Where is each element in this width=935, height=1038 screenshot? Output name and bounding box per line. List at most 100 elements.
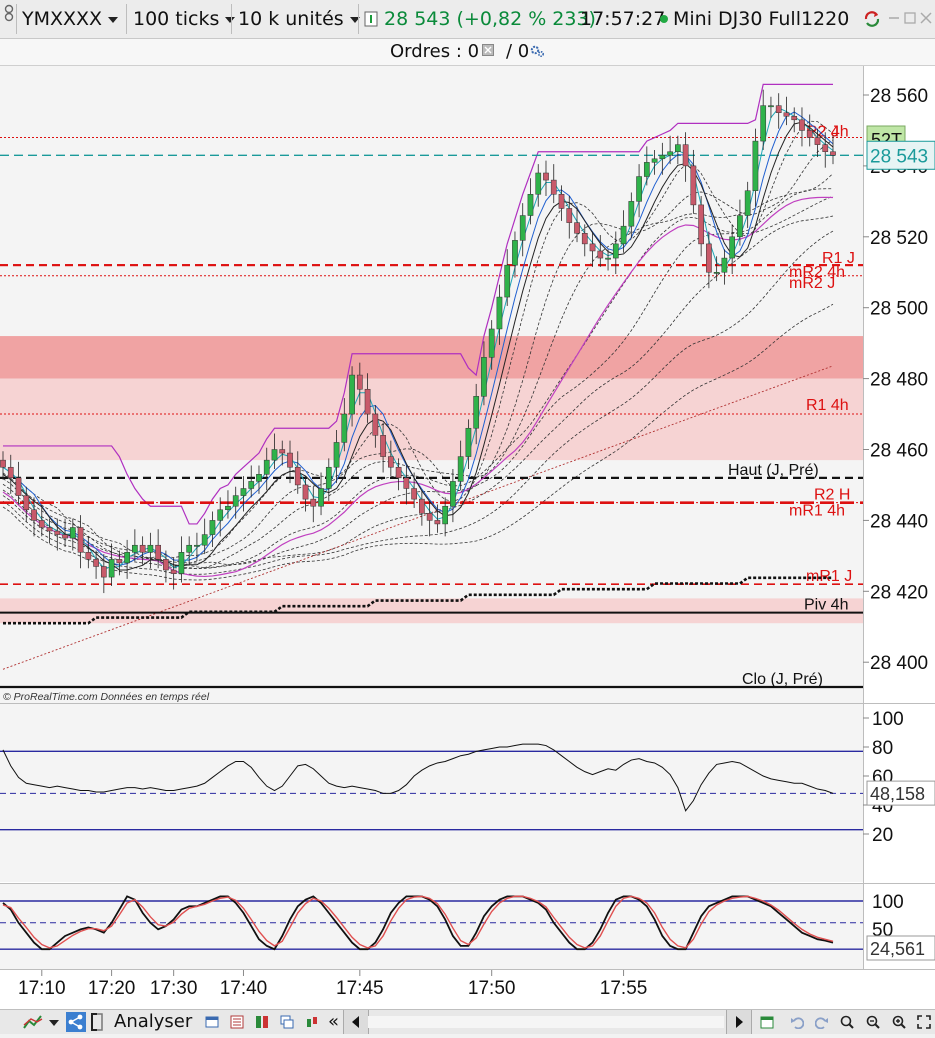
stochastic-panel <box>0 884 863 969</box>
bearish-candle <box>806 130 813 138</box>
bearish-candle <box>100 566 107 578</box>
bullish-candle <box>721 257 728 273</box>
zoom-reset-icon[interactable] <box>840 1015 854 1029</box>
bearish-candle <box>116 559 123 564</box>
level-label: R1 J <box>822 250 855 267</box>
bullish-candle <box>333 442 340 468</box>
bearish-candle <box>77 527 84 553</box>
settings-icon[interactable] <box>529 44 545 58</box>
bearish-candle <box>395 466 402 479</box>
bullish-candle <box>178 552 185 574</box>
bearish-candle <box>690 165 697 206</box>
bearish-candle <box>54 530 61 535</box>
orders-bar: Ordres : 0 / 0 <box>0 39 935 66</box>
refresh-icon[interactable] <box>862 9 882 29</box>
bullish-candle <box>496 296 503 330</box>
window-icon[interactable] <box>205 1015 219 1029</box>
details-icon[interactable] <box>364 11 378 27</box>
bearish-candle <box>589 243 596 252</box>
bearish-candle <box>23 495 30 511</box>
maximize-icon[interactable] <box>904 12 916 24</box>
bottom-toolbar: Analyser « <box>0 1009 935 1034</box>
time-tick-label: 17:30 <box>150 978 198 999</box>
share-icon[interactable] <box>66 1012 86 1032</box>
minimize-icon[interactable] <box>888 12 900 24</box>
current-price-badge <box>866 140 935 170</box>
bullish-candle <box>450 481 456 507</box>
ticks-selector[interactable]: 100 ticks <box>133 0 236 38</box>
bullish-candle <box>147 544 154 553</box>
list-icon[interactable] <box>230 1015 244 1029</box>
bearish-candle <box>388 456 394 468</box>
bearish-candle <box>163 559 169 571</box>
scroll-left-button[interactable] <box>343 1010 369 1034</box>
bullish-candle <box>527 194 534 216</box>
bearish-candle <box>155 544 161 560</box>
close-orders-icon[interactable] <box>482 44 494 56</box>
moving-average-line <box>2 195 834 566</box>
bracket-icon[interactable] <box>90 1013 104 1031</box>
bearish-candle <box>279 449 286 454</box>
bearish-candle <box>783 112 790 117</box>
bearish-candle <box>372 413 379 436</box>
zoom-out-icon[interactable] <box>866 1015 880 1029</box>
redo-icon[interactable] <box>815 1015 829 1029</box>
grip-icon[interactable] <box>3 3 15 33</box>
bullish-candle <box>473 396 480 429</box>
bullish-candle <box>651 158 658 163</box>
bearish-candle <box>597 250 604 259</box>
bullish-candle <box>636 176 642 202</box>
bullish-candle <box>628 201 635 227</box>
bearish-candle <box>93 559 99 567</box>
bearish-candle <box>170 569 177 574</box>
bearish-candle <box>814 137 821 145</box>
chevron-down-icon[interactable] <box>49 1020 59 1026</box>
bullish-candle <box>713 272 720 274</box>
fit-icon[interactable] <box>917 1015 931 1029</box>
price-change: 28 543 (+0,82 % 233) <box>384 8 596 30</box>
scrollbar-track[interactable] <box>368 1016 724 1028</box>
zoom-in-icon[interactable] <box>892 1015 906 1029</box>
bullish-candle <box>248 481 255 489</box>
rsi-value-badge <box>866 780 935 806</box>
bullish-candle <box>225 505 231 511</box>
orders-icon[interactable] <box>255 1015 269 1029</box>
bearish-candle <box>426 513 433 521</box>
orders-count: / 0 <box>506 41 530 62</box>
undo-icon[interactable] <box>790 1015 804 1029</box>
level-label: Piv 4h <box>804 597 848 614</box>
level-label: mR2 4h <box>789 264 845 281</box>
bullish-candle <box>349 374 355 415</box>
bearish-candle <box>62 534 68 539</box>
bullish-candle <box>737 215 743 238</box>
chart-type-icon[interactable] <box>22 1013 44 1031</box>
bearish-candle <box>799 119 805 131</box>
calendar-icon[interactable] <box>760 1015 774 1029</box>
level-label: mR2 J <box>789 275 835 292</box>
bearish-candle <box>566 208 573 223</box>
bullish-candle <box>232 495 239 507</box>
stochastic-tick-label: 100 <box>872 892 904 913</box>
windows-icon[interactable] <box>280 1015 294 1029</box>
bearish-candle <box>0 459 6 468</box>
rsi-line <box>2 743 834 812</box>
price-tick-label: 28 480 <box>870 370 928 391</box>
scroll-right-button[interactable] <box>726 1010 752 1034</box>
close-icon[interactable] <box>920 12 932 24</box>
bullish-candle <box>256 474 262 482</box>
symbol-selector[interactable]: YMXXXX <box>22 0 119 38</box>
analyze-button[interactable]: Analyser <box>114 1011 193 1032</box>
bearish-candle <box>403 477 410 489</box>
instrument-name: Mini DJ30 Full1220 <box>673 8 850 30</box>
time-axis <box>0 970 935 1008</box>
time-tick-label: 17:40 <box>220 978 268 999</box>
bearish-candle <box>38 520 45 528</box>
collapse-icon[interactable]: « <box>328 1011 340 1032</box>
bullish-candle <box>442 505 448 525</box>
time-tick-label: 17:45 <box>336 978 384 999</box>
bullish-candle <box>760 105 767 142</box>
bearish-candle <box>7 466 14 479</box>
units-selector[interactable]: 10 k unités <box>238 0 360 38</box>
candles-icon[interactable] <box>305 1015 319 1029</box>
